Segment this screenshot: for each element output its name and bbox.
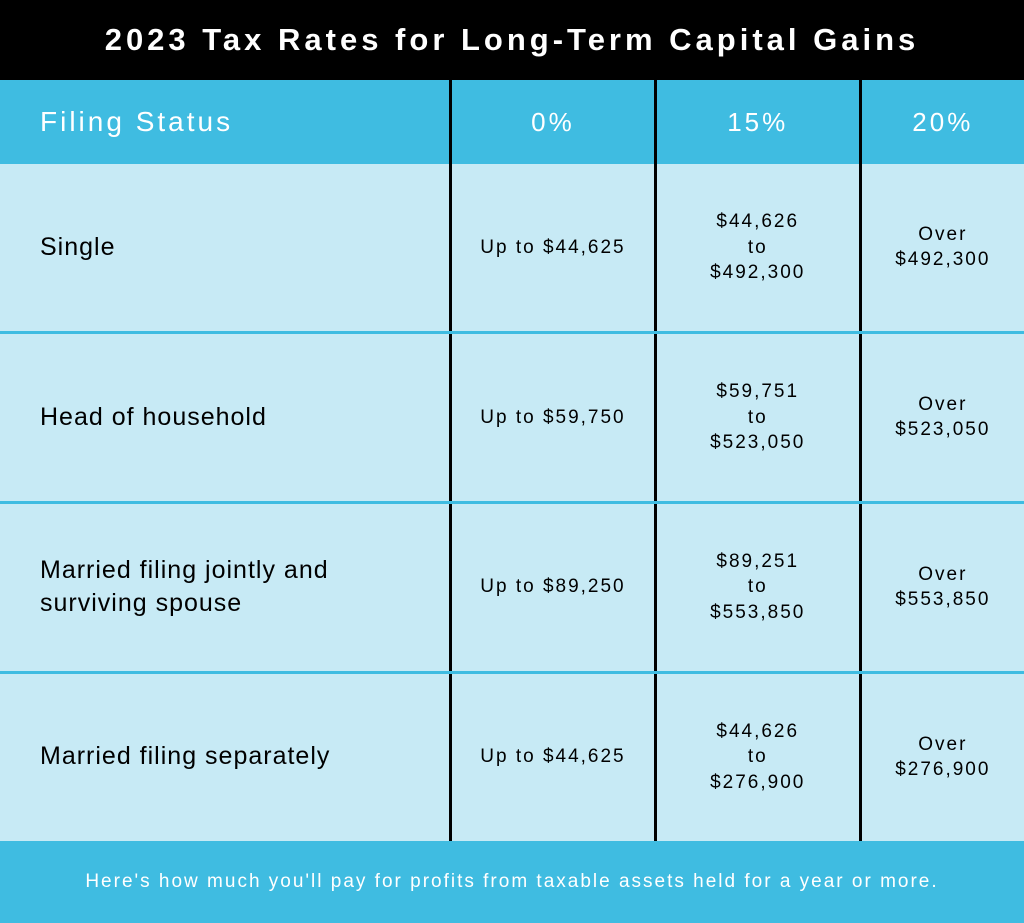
- table-row: Married filing separately Up to $44,625 …: [0, 672, 1024, 840]
- tax-rate-table: Filing Status 0% 15% 20% Single Up to $4…: [0, 80, 1024, 841]
- cell-status: Head of household: [0, 332, 451, 502]
- cell-15pct: $89,251to$553,850: [655, 502, 860, 672]
- cell-0pct: Up to $89,250: [451, 502, 656, 672]
- cell-0pct: Up to $44,625: [451, 164, 656, 332]
- cell-20pct: Over$492,300: [860, 164, 1024, 332]
- cell-status: Married filing separately: [0, 672, 451, 840]
- col-header-15pct: 15%: [655, 80, 860, 164]
- cell-0pct: Up to $44,625: [451, 672, 656, 840]
- table-row: Head of household Up to $59,750 $59,751t…: [0, 332, 1024, 502]
- cell-15pct: $59,751to$523,050: [655, 332, 860, 502]
- cell-20pct: Over$523,050: [860, 332, 1024, 502]
- footer-text: Here's how much you'll pay for profits f…: [0, 841, 1024, 923]
- table-row: Married filing jointly and surviving spo…: [0, 502, 1024, 672]
- cell-15pct: $44,626to$276,900: [655, 672, 860, 840]
- table-row: Single Up to $44,625 $44,626to$492,300 O…: [0, 164, 1024, 332]
- col-header-0pct: 0%: [451, 80, 656, 164]
- cell-status: Single: [0, 164, 451, 332]
- cell-0pct: Up to $59,750: [451, 332, 656, 502]
- page-title: 2023 Tax Rates for Long-Term Capital Gai…: [0, 0, 1024, 80]
- cell-20pct: Over$276,900: [860, 672, 1024, 840]
- table-header-row: Filing Status 0% 15% 20%: [0, 80, 1024, 164]
- cell-status: Married filing jointly and surviving spo…: [0, 502, 451, 672]
- cell-20pct: Over$553,850: [860, 502, 1024, 672]
- col-header-status: Filing Status: [0, 80, 451, 164]
- cell-15pct: $44,626to$492,300: [655, 164, 860, 332]
- col-header-20pct: 20%: [860, 80, 1024, 164]
